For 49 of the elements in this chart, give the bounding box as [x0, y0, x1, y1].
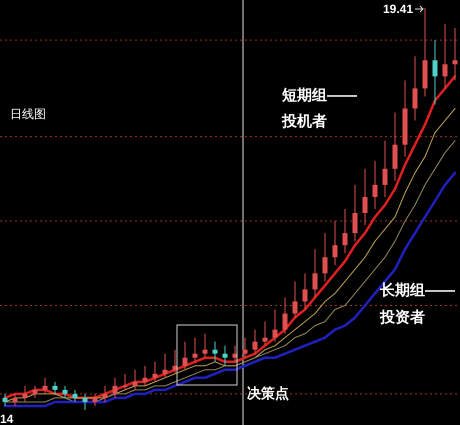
candlestick	[132, 369, 138, 390]
candlestick	[72, 389, 78, 402]
candlestick	[12, 393, 18, 406]
candlestick	[202, 333, 208, 358]
candlestick	[322, 232, 328, 282]
candlestick	[22, 385, 28, 402]
candlestick	[82, 393, 88, 410]
annotation: 投资者	[379, 309, 425, 326]
candlestick	[382, 140, 388, 198]
candlestick	[242, 337, 248, 358]
candlestick	[262, 321, 268, 346]
candlestick	[162, 353, 168, 378]
candlestick	[92, 393, 98, 406]
annotation: 决策点	[247, 385, 289, 401]
candlestick	[442, 24, 448, 89]
candlestick	[222, 345, 228, 366]
candlestick	[352, 184, 358, 242]
candlestick	[302, 272, 308, 310]
candlestick	[452, 28, 458, 81]
candlestick	[152, 361, 158, 382]
candlestick	[342, 208, 348, 254]
text: 14	[0, 412, 14, 425]
candlestick	[182, 341, 188, 370]
candlestick	[412, 56, 418, 122]
candlestick	[292, 280, 298, 318]
candlestick	[42, 377, 48, 394]
annotation: 19.41	[382, 2, 414, 16]
candlestick	[2, 393, 8, 406]
annotation: 短期组——	[281, 87, 357, 104]
candlestick	[272, 309, 278, 342]
candlestick	[52, 381, 58, 394]
annotation: 长期组——	[379, 282, 455, 299]
candlestick	[192, 337, 198, 362]
candlestick	[122, 373, 128, 390]
annotation: 日线图	[10, 107, 46, 121]
candlestick	[332, 220, 338, 266]
candlestick	[432, 40, 438, 105]
candlestick	[142, 365, 148, 386]
candlestick	[32, 385, 38, 398]
candlestick	[212, 341, 218, 362]
candlestick	[362, 168, 368, 226]
candlestick	[62, 385, 68, 398]
candlestick	[372, 160, 378, 210]
annotation: 投机者	[281, 113, 327, 130]
candlestick	[312, 248, 318, 298]
candlestick	[102, 385, 108, 402]
candlestick	[112, 377, 118, 398]
candlestick	[282, 296, 288, 334]
candlestick	[252, 329, 258, 354]
